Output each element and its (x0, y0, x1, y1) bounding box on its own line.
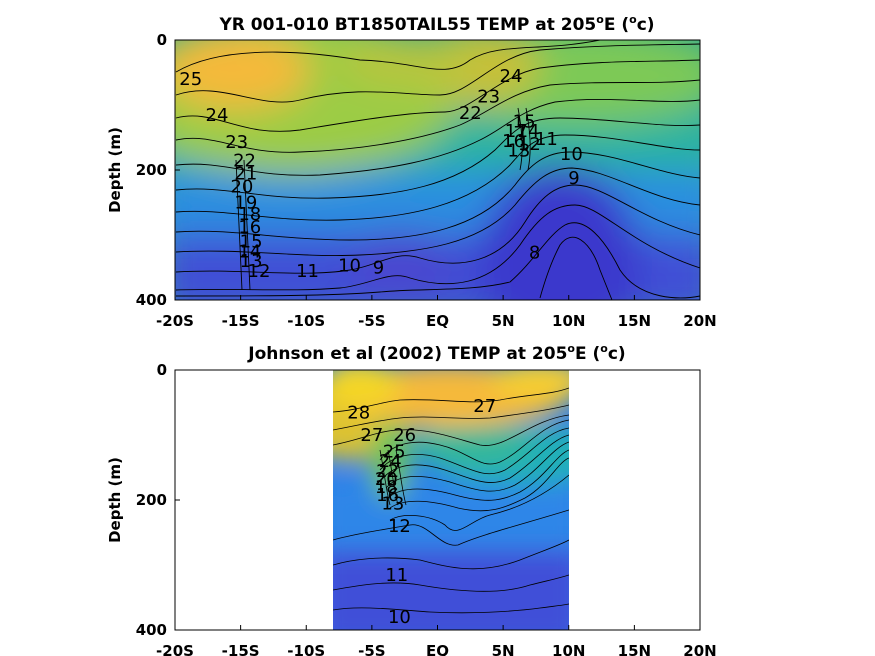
top-y-tick-200: 200 (136, 161, 167, 179)
top-contour-label: 23 (225, 132, 248, 153)
top-contour-label: 16 (238, 217, 261, 238)
top-contour-label: 14 (238, 241, 261, 262)
top-x-tick-label: 20N (683, 312, 716, 330)
top-contour-label: 23 (477, 87, 500, 108)
bottom-x-tick-label: 10N (552, 642, 585, 656)
bottom-contour-label: 27 (360, 425, 383, 446)
top-x-tick-label: -5S (358, 312, 385, 330)
top-x-tick-label: -20S (156, 312, 194, 330)
bottom-x-tick-label: -10S (287, 642, 325, 656)
top-contour-label: 11 (296, 261, 319, 282)
top-contour-label: 14 (517, 121, 540, 142)
bottom-x-ticks: -20S -15S -10S -5S EQ 5N 10N 15N 20N (156, 625, 717, 656)
bottom-contour-label: 27 (473, 396, 496, 417)
bottom-x-tick-label: -20S (156, 642, 194, 656)
bottom-contour-label: 16 (376, 485, 399, 506)
top-y-tick-400: 400 (136, 291, 167, 309)
bottom-contour-label: 22 (376, 461, 399, 482)
top-chart: YR 001-010 BT1850TAIL55 TEMP at 205oE (o… (106, 13, 717, 330)
top-contour-label: 10 (560, 144, 583, 165)
bottom-x-tick-label: -5S (358, 642, 385, 656)
top-y-axis-label: Depth (m) (106, 127, 124, 213)
top-x-tick-label: 10N (552, 312, 585, 330)
top-contour-label: 21 (234, 163, 257, 184)
top-contour-label: 13 (240, 251, 263, 272)
bottom-contour-label: 18 (375, 477, 398, 498)
bottom-contour-label: 25 (383, 441, 406, 462)
bottom-y-axis-label: Depth (m) (106, 457, 124, 543)
bottom-chart-title: Johnson et al (2002) TEMP at 205oE (oc) (247, 342, 625, 364)
top-contour-label: 13 (507, 141, 530, 162)
top-contour-label: 22 (233, 150, 256, 171)
top-contour-label: 16 (502, 131, 525, 152)
bottom-x-tick-label: -15S (222, 642, 260, 656)
top-x-tick-label: EQ (426, 312, 449, 330)
bottom-x-tick-label: 5N (492, 642, 515, 656)
top-contour-label: 22 (459, 103, 482, 124)
bottom-y-tick-400: 400 (136, 621, 167, 639)
bottom-y-tick-200: 200 (136, 491, 167, 509)
bottom-contour-label: 13 (381, 493, 404, 514)
bottom-x-tick-label: 20N (683, 642, 716, 656)
bottom-contour-label: 20 (375, 469, 398, 490)
top-contour-label: 20 (230, 176, 253, 197)
top-contour-lines (175, 40, 700, 300)
top-contour-label: 8 (529, 243, 540, 264)
top-contour-label: 15 (240, 232, 263, 253)
top-contour-label: 25 (179, 69, 202, 90)
bottom-contour-label: 26 (393, 425, 416, 446)
bottom-contour-label: 12 (388, 516, 411, 537)
top-contour-label: 9 (568, 168, 579, 189)
top-contour-label: 12 (248, 261, 271, 282)
top-contour-label: 24 (500, 66, 523, 87)
bottom-contour-label: 11 (385, 565, 408, 586)
top-x-tick-label: -10S (287, 312, 325, 330)
bottom-contour-lines (333, 387, 569, 614)
top-x-ticks: -20S -15S -10S -5S EQ 5N 10N 15N 20N (156, 295, 717, 330)
bottom-contour-label: 28 (347, 402, 370, 423)
bottom-contour-label: 24 (379, 451, 402, 472)
top-contour-label: 19 (234, 193, 257, 214)
top-contour-label: 17 (505, 121, 528, 142)
top-x-tick-label: 15N (618, 312, 651, 330)
top-y-ticks: 0 200 400 (136, 31, 180, 309)
top-chart-title: YR 001-010 BT1850TAIL55 TEMP at 205oE (o… (218, 13, 654, 35)
top-x-tick-label: -15S (222, 312, 260, 330)
bottom-chart: Johnson et al (2002) TEMP at 205oE (oc) (106, 342, 717, 656)
bottom-y-tick-0: 0 (157, 361, 167, 379)
top-contour-label: 10 (338, 256, 361, 277)
top-x-tick-label: 5N (492, 312, 515, 330)
top-contour-label: 18 (238, 204, 261, 225)
top-contour-label: 15 (513, 111, 536, 132)
bottom-x-tick-label: 15N (618, 642, 651, 656)
bottom-y-ticks: 0 200 400 (136, 361, 180, 639)
bottom-x-tick-label: EQ (426, 642, 449, 656)
top-contour-label: 12 (518, 134, 541, 155)
top-contour-label: 9 (373, 258, 384, 279)
bottom-contour-label: 10 (388, 607, 411, 628)
top-contour-label: 11 (535, 129, 558, 150)
top-contour-label: 24 (206, 105, 229, 126)
top-y-tick-0: 0 (157, 31, 167, 49)
